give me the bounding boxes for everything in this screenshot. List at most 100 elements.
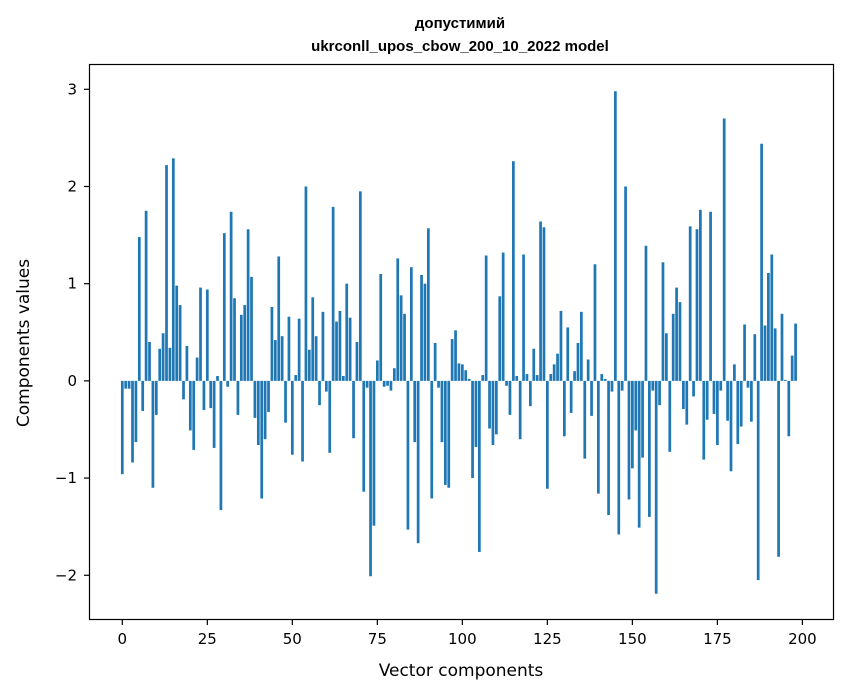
bar — [692, 380, 695, 397]
bar — [222, 233, 226, 381]
bar — [314, 336, 318, 381]
bar — [151, 380, 155, 488]
bar — [743, 324, 746, 381]
bar — [267, 380, 270, 412]
bar — [688, 226, 692, 381]
bar — [617, 380, 621, 535]
bar — [607, 380, 610, 516]
bar — [474, 380, 478, 447]
bar — [668, 380, 672, 452]
bar — [277, 256, 281, 381]
bar — [294, 375, 298, 381]
bar — [518, 380, 522, 440]
bar — [260, 380, 264, 499]
bar — [569, 380, 573, 413]
bar — [426, 228, 430, 381]
bar — [590, 380, 593, 416]
bar — [580, 311, 583, 381]
bar — [726, 380, 729, 421]
bar — [345, 283, 349, 381]
bar — [767, 272, 770, 381]
bar — [702, 380, 706, 460]
bar — [307, 349, 311, 381]
bar — [586, 359, 590, 381]
bar — [750, 380, 753, 422]
bar — [631, 380, 634, 469]
bar — [304, 186, 308, 381]
bar — [773, 328, 777, 381]
bar — [733, 364, 736, 381]
bar — [722, 118, 726, 381]
bar — [134, 380, 138, 443]
bar — [532, 348, 536, 381]
bar — [338, 310, 342, 381]
bar — [365, 380, 369, 388]
bar — [263, 380, 267, 440]
bar — [512, 161, 515, 381]
bar — [542, 227, 546, 381]
bar — [671, 313, 675, 381]
bar — [556, 353, 559, 381]
bar — [665, 333, 668, 381]
x-tick-label: 100 — [448, 630, 477, 648]
bar — [491, 380, 495, 446]
bar — [488, 380, 491, 429]
bar — [644, 245, 648, 381]
bar — [382, 380, 386, 387]
bar — [661, 262, 665, 381]
bar — [535, 375, 539, 381]
bar — [284, 380, 287, 423]
bar — [746, 380, 750, 388]
bar — [654, 380, 658, 594]
bar — [678, 302, 682, 381]
bar — [787, 380, 791, 437]
bar — [471, 380, 474, 479]
bar — [433, 342, 437, 381]
bar — [165, 165, 168, 381]
bar — [202, 380, 206, 411]
bar — [610, 380, 614, 392]
bar — [290, 380, 294, 455]
x-axis-ticks: 0 25 50 75 100 125 150 175 200 — [118, 619, 817, 648]
bar — [682, 380, 685, 410]
bar — [695, 229, 699, 381]
x-axis-label: Vector components — [379, 661, 544, 681]
bar — [634, 380, 638, 431]
bar — [318, 380, 321, 406]
bar — [685, 380, 689, 425]
bar — [168, 347, 172, 381]
bar — [760, 143, 763, 381]
bar — [620, 380, 624, 391]
bar — [546, 380, 549, 489]
bar — [341, 376, 345, 381]
bar — [137, 237, 141, 381]
bar — [127, 380, 131, 389]
bar — [784, 379, 787, 381]
bar — [658, 380, 661, 406]
bar — [236, 380, 240, 415]
bar — [331, 206, 335, 381]
bar — [199, 287, 202, 381]
y-tick-label: −1 — [55, 469, 77, 487]
bar — [505, 380, 508, 386]
y-tick-label: 2 — [67, 177, 77, 195]
bar — [484, 255, 488, 381]
bar — [171, 158, 175, 381]
y-tick-label: 0 — [67, 372, 77, 390]
bar — [161, 333, 165, 381]
bar — [563, 380, 566, 437]
bar — [324, 380, 328, 392]
bar — [583, 380, 587, 459]
bar — [358, 191, 362, 381]
bar — [392, 368, 396, 381]
x-tick-label: 200 — [788, 630, 817, 648]
bar — [270, 307, 274, 381]
bar — [311, 297, 315, 381]
bar — [403, 313, 406, 381]
bar — [440, 380, 444, 443]
bar — [389, 380, 393, 391]
bar — [597, 380, 600, 494]
bar — [443, 380, 447, 485]
chart-title-line-2: ukrconll_upos_cbow_200_10_2022 model — [311, 38, 609, 55]
